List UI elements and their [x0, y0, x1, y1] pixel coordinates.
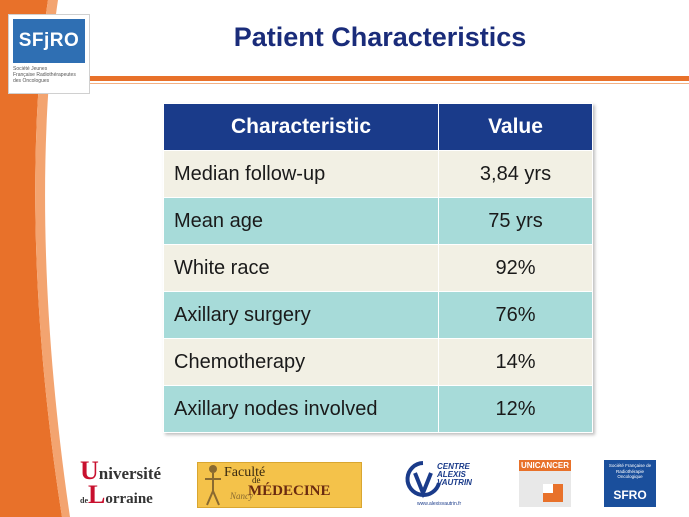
cell-value: 75 yrs [438, 197, 593, 245]
cav-emblem-icon [405, 461, 441, 499]
sfro-logo: Société Française de Radiothérapie Oncol… [604, 460, 656, 507]
slide-title: Patient Characteristics [233, 22, 527, 52]
faculte-de: de [252, 475, 261, 485]
unicancer-band [519, 460, 571, 471]
sfjro-logo-mark: SFjRO [13, 19, 85, 63]
column-header-value: Value [438, 103, 593, 151]
header-rule [90, 76, 689, 81]
logo-text: niversité [98, 464, 162, 483]
faculte-medecine-logo: Faculté de MÉDECINE Nancy [197, 462, 362, 508]
cell-value: 14% [438, 338, 593, 386]
cell-characteristic: White race [163, 244, 439, 292]
cell-value: 12% [438, 385, 593, 433]
table-row: White race 92% [163, 244, 593, 292]
unicancer-square-cut [543, 484, 553, 493]
table-row: Axillary surgery 76% [163, 291, 593, 339]
cell-value: 92% [438, 244, 593, 292]
logo-letter-l: L [88, 480, 106, 509]
cell-value: 76% [438, 291, 593, 339]
cell-characteristic: Median follow-up [163, 150, 439, 198]
skeleton-icon [205, 465, 221, 506]
cav-text: CENTRE ALEXIS VAUTRIN [437, 462, 472, 487]
characteristics-table: Characteristic Value Median follow-up 3,… [163, 103, 593, 433]
logo-text: orraine [105, 491, 153, 507]
logo-letter-u: U [80, 456, 99, 485]
cell-characteristic: Mean age [163, 197, 439, 245]
table-row: Chemotherapy 14% [163, 338, 593, 386]
table-row: Mean age 75 yrs [163, 197, 593, 245]
medecine-text: MÉDECINE [248, 483, 331, 499]
cell-characteristic: Axillary surgery [163, 291, 439, 339]
faculte-text: Faculté [224, 465, 266, 480]
lorraine-line: deLorraine [80, 480, 170, 510]
orange-swoosh-decoration [0, 0, 70, 517]
cell-value: 3,84 yrs [438, 150, 593, 198]
table-row: Median follow-up 3,84 yrs [163, 150, 593, 198]
universite-line: Université [80, 456, 170, 486]
header-rule-thin [90, 83, 689, 84]
logo-text-de: de [80, 496, 88, 505]
unicancer-text: UNICANCER [521, 461, 569, 470]
sfjro-subtitle-line: des Oncologues [13, 78, 50, 84]
sfjro-logo-subtitle: Société Jeunes Française Radiothérapeute… [13, 66, 85, 90]
unicancer-logo: UNICANCER [519, 460, 571, 507]
sfro-name: SFRO [613, 488, 647, 502]
centre-alexis-vautrin-logo: CENTRE ALEXIS VAUTRIN www.alexisvautrin.… [403, 457, 483, 509]
nancy-text: Nancy [230, 491, 253, 501]
sfro-subtitle: Société Française de Radiothérapie Oncol… [608, 463, 652, 479]
cell-characteristic: Chemotherapy [163, 338, 439, 386]
table-header-row: Characteristic Value [163, 103, 593, 151]
sfjro-subtitle-line: Française Radiothérapeutes [13, 72, 76, 78]
sfjro-subtitle-line: Société Jeunes [13, 66, 48, 72]
universite-lorraine-logo: Université deLorraine [80, 456, 170, 509]
cell-characteristic: Axillary nodes involved [163, 385, 439, 433]
table-row: Axillary nodes involved 12% [163, 385, 593, 433]
column-header-characteristic: Characteristic [163, 103, 439, 151]
cav-url: www.alexisvautrin.fr [417, 501, 462, 507]
sfjro-logo: SFjRO Société Jeunes Française Radiothér… [8, 14, 90, 94]
